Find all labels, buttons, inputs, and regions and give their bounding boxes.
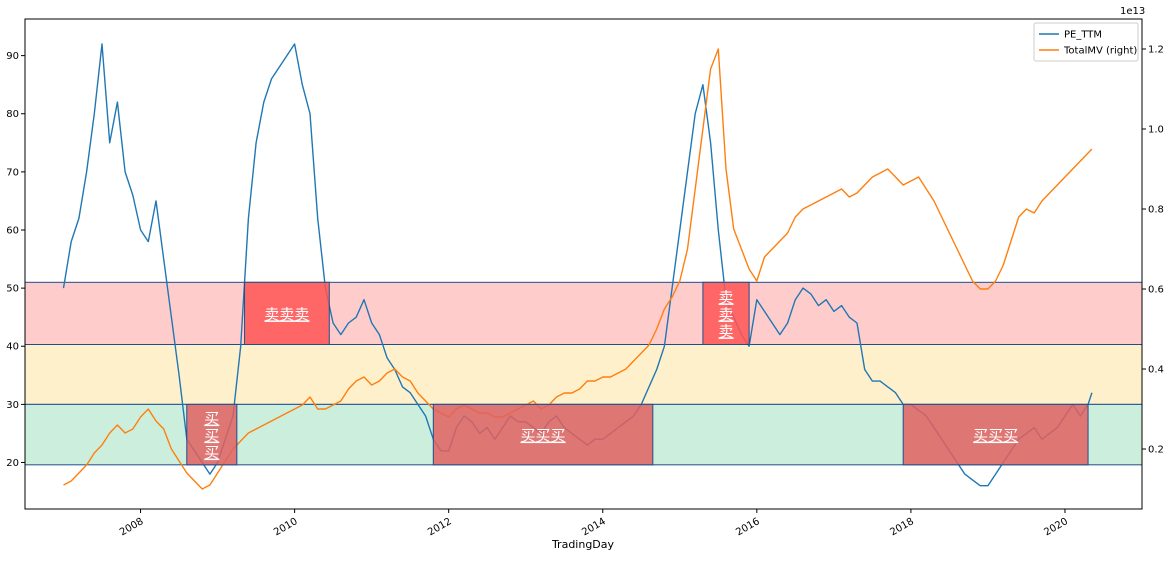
signal-box-1: [244, 281, 330, 346]
x-tick-label: 2010: [272, 516, 300, 538]
signal-box-3: [702, 281, 750, 346]
y-left-tick-label: 20: [6, 458, 19, 469]
y-right-tick-label: 0.2: [1148, 445, 1164, 456]
legend: PE_TTM TotalMV (right): [1033, 22, 1139, 62]
signal-label: 买买买: [973, 427, 1018, 445]
y-right-tick-label: 0.4: [1148, 365, 1164, 376]
signal-box-2: [432, 403, 654, 466]
x-axis-label: TradingDay: [551, 538, 615, 551]
x-tick-label: 2012: [426, 516, 454, 538]
y-left-tick-label: 40: [6, 342, 19, 353]
y-right-tick-label: 1.2: [1148, 45, 1164, 56]
signal-label: 卖卖卖: [264, 305, 309, 323]
legend-label: TotalMV (right): [1063, 46, 1137, 57]
legend-box: [1033, 22, 1139, 62]
x-tick-label: 2018: [888, 516, 916, 538]
signal-label: 买买买: [521, 427, 566, 445]
signal-box-4: [902, 403, 1089, 466]
legend-label: PE_TTM: [1064, 30, 1102, 41]
signal-label: 卖: [719, 288, 734, 306]
y-left-tick-label: 90: [6, 51, 19, 62]
y-left-tick-label: 70: [6, 167, 19, 178]
band-1: [24, 344, 1143, 405]
right-axis-offset-text: 1e13: [1120, 6, 1145, 17]
signal-label: 买: [204, 444, 219, 462]
x-tick-label: 2016: [734, 516, 762, 538]
signal-label: 买: [204, 410, 219, 428]
y-right-tick-label: 0.8: [1148, 205, 1164, 216]
x-tick-label: 2020: [1042, 516, 1070, 538]
y-right-tick-label: 0.6: [1148, 285, 1164, 296]
plot-frame: [24, 18, 1143, 510]
y-right-tick-label: 1.0: [1148, 125, 1164, 136]
y-left-tick-label: 60: [6, 225, 19, 236]
y-left-tick-label: 50: [6, 284, 19, 295]
signal-label: 卖: [719, 305, 734, 323]
signal-label: 买: [204, 427, 219, 445]
x-tick-label: 2014: [580, 516, 608, 538]
signal-box-0: [186, 403, 238, 466]
signal-label: 卖: [719, 322, 734, 340]
band-0: [24, 281, 1143, 346]
y-left-tick-label: 30: [6, 400, 19, 411]
x-tick-label: 2008: [118, 516, 146, 538]
y-left-tick-label: 80: [6, 109, 19, 120]
